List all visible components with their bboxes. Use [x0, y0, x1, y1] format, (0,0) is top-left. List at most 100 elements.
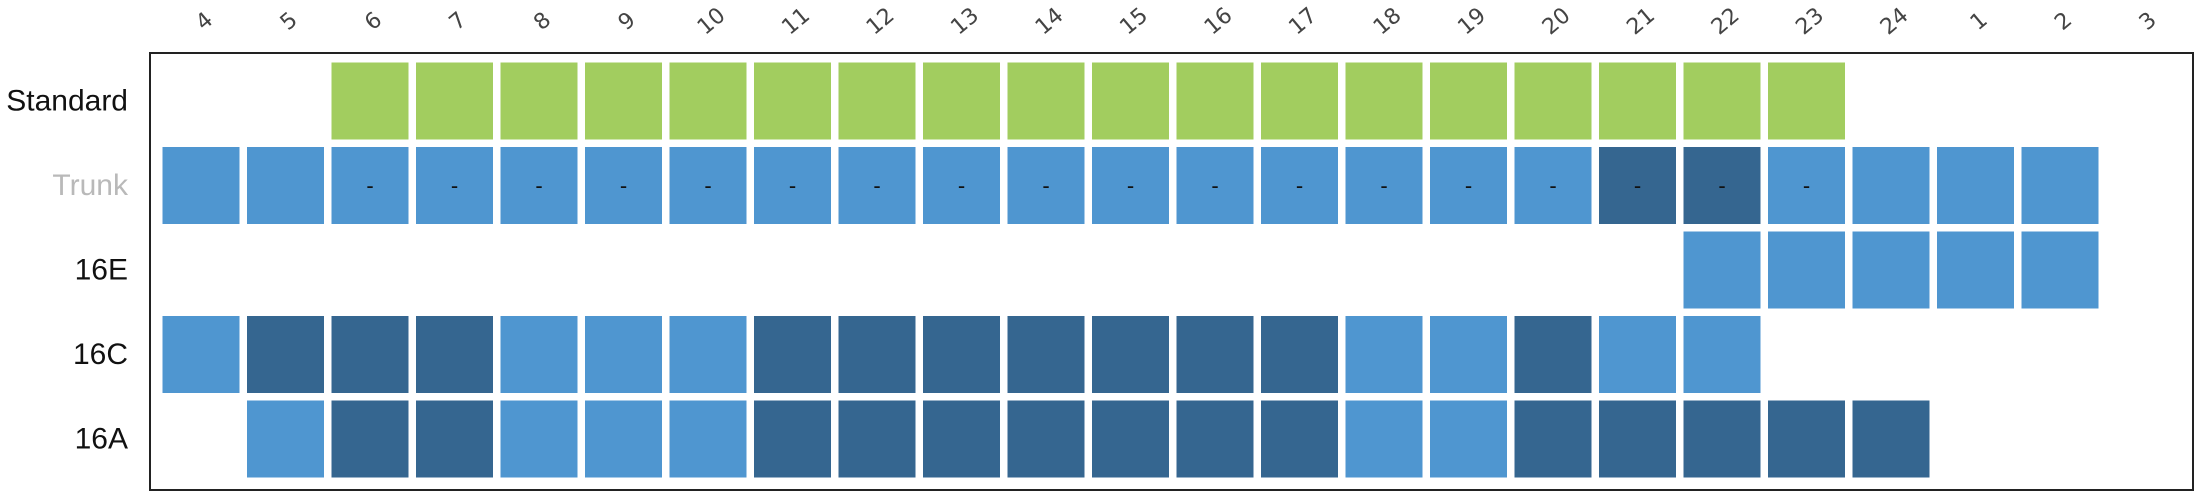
column-label-7: 7 — [445, 8, 472, 36]
column-label-18: 18 — [1369, 3, 1407, 40]
cell-16a-21 — [1599, 400, 1676, 478]
cell-16a-15 — [1092, 400, 1169, 478]
column-label-5: 5 — [276, 8, 303, 36]
cell-16c-12 — [838, 316, 916, 393]
column-label-11: 11 — [777, 3, 815, 40]
cell-16e-2 — [2021, 231, 2099, 309]
cell-standard-15 — [1092, 62, 1169, 140]
cell-trunk-20 — [1514, 147, 1592, 224]
cell-mark-trunk-17: - — [1296, 173, 1303, 198]
cell-16c-17 — [1261, 316, 1338, 393]
cell-mark-trunk-19: - — [1465, 173, 1472, 198]
cell-mark-trunk-15: - — [1127, 173, 1134, 198]
row-label-16e: 16E — [75, 254, 128, 287]
cell-standard-23 — [1768, 62, 1845, 140]
cell-trunk-24 — [1852, 147, 1930, 224]
cell-16e-22 — [1683, 231, 1761, 309]
cell-16a-10 — [669, 400, 747, 478]
cell-16a-18 — [1345, 400, 1423, 478]
cell-mark-trunk-12: - — [873, 173, 880, 198]
cell-16c-8 — [500, 316, 578, 393]
column-label-12: 12 — [862, 3, 900, 40]
cell-mark-trunk-16: - — [1211, 173, 1218, 198]
cell-16a-7 — [416, 400, 493, 478]
row-label-standard: Standard — [6, 85, 128, 118]
cell-16a-23 — [1768, 400, 1845, 478]
cell-16c-15 — [1092, 316, 1169, 393]
heatmap-cells: ------------------ — [162, 62, 2099, 478]
cell-16c-21 — [1599, 316, 1676, 393]
cell-16a-12 — [838, 400, 916, 478]
cell-16c-9 — [585, 316, 662, 393]
cell-16a-17 — [1261, 400, 1338, 478]
cell-standard-12 — [838, 62, 916, 140]
cell-16c-14 — [1007, 316, 1085, 393]
cell-16c-20 — [1514, 316, 1592, 393]
cell-16c-19 — [1430, 316, 1507, 393]
cell-standard-22 — [1683, 62, 1761, 140]
cell-16a-22 — [1683, 400, 1761, 478]
column-label-13: 13 — [946, 3, 984, 40]
column-label-14: 14 — [1031, 3, 1069, 40]
column-label-20: 20 — [1538, 3, 1576, 40]
column-label-8: 8 — [529, 8, 556, 36]
cell-16a-19 — [1430, 400, 1507, 478]
cell-trunk-11 — [754, 147, 831, 224]
cell-16c-16 — [1176, 316, 1254, 393]
cell-trunk-2 — [2021, 147, 2099, 224]
cell-mark-trunk-13: - — [958, 173, 965, 198]
cell-16c-10 — [669, 316, 747, 393]
column-label-2: 2 — [2050, 8, 2077, 36]
cell-trunk-13 — [923, 147, 1000, 224]
cell-16e-1 — [1937, 231, 2014, 309]
cell-mark-trunk-22: - — [1718, 173, 1725, 198]
cell-trunk-5 — [247, 147, 324, 224]
cell-mark-trunk-18: - — [1380, 173, 1387, 198]
cell-mark-trunk-8: - — [535, 173, 542, 198]
column-label-6: 6 — [360, 8, 387, 36]
cell-standard-7 — [416, 62, 493, 140]
cell-trunk-15 — [1092, 147, 1169, 224]
column-label-3: 3 — [2135, 8, 2162, 36]
column-label-19: 19 — [1453, 3, 1491, 40]
cell-mark-trunk-6: - — [366, 173, 373, 198]
column-label-24: 24 — [1876, 3, 1914, 40]
cell-standard-14 — [1007, 62, 1085, 140]
cell-16a-20 — [1514, 400, 1592, 478]
cell-16a-6 — [331, 400, 409, 478]
column-label-21: 21 — [1622, 3, 1660, 40]
column-label-16: 16 — [1200, 3, 1238, 40]
cell-trunk-12 — [838, 147, 916, 224]
cell-trunk-9 — [585, 147, 662, 224]
cell-trunk-23 — [1768, 147, 1845, 224]
cell-trunk-14 — [1007, 147, 1085, 224]
cell-standard-21 — [1599, 62, 1676, 140]
row-label-trunk: Trunk — [52, 169, 129, 202]
cell-16c-13 — [923, 316, 1000, 393]
column-label-10: 10 — [693, 3, 731, 40]
cell-trunk-10 — [669, 147, 747, 224]
cell-16c-18 — [1345, 316, 1423, 393]
cell-standard-17 — [1261, 62, 1338, 140]
cell-standard-8 — [500, 62, 578, 140]
cell-mark-trunk-20: - — [1549, 173, 1556, 198]
cell-trunk-6 — [331, 147, 409, 224]
cell-trunk-8 — [500, 147, 578, 224]
column-labels: 4 5 6 7 8 9 10 11 12 13 14 15 16 17 18 19 20 21 22 23 24 1 2 3 — [191, 3, 2161, 40]
cell-trunk-16 — [1176, 147, 1254, 224]
row-label-16c: 16C — [73, 338, 128, 371]
cell-standard-13 — [923, 62, 1000, 140]
cell-16a-9 — [585, 400, 662, 478]
cell-trunk-7 — [416, 147, 493, 224]
cell-standard-6 — [331, 62, 409, 140]
cell-mark-trunk-23: - — [1803, 173, 1810, 198]
cell-mark-trunk-7: - — [451, 173, 458, 198]
cell-16a-16 — [1176, 400, 1254, 478]
cell-trunk-17 — [1261, 147, 1338, 224]
row-labels: Standard Trunk 16E 16C 16A — [6, 85, 129, 456]
plot-frame — [149, 52, 2194, 491]
cell-trunk-21 — [1599, 147, 1676, 224]
cell-trunk-4 — [162, 147, 240, 224]
column-label-17: 17 — [1284, 3, 1322, 40]
